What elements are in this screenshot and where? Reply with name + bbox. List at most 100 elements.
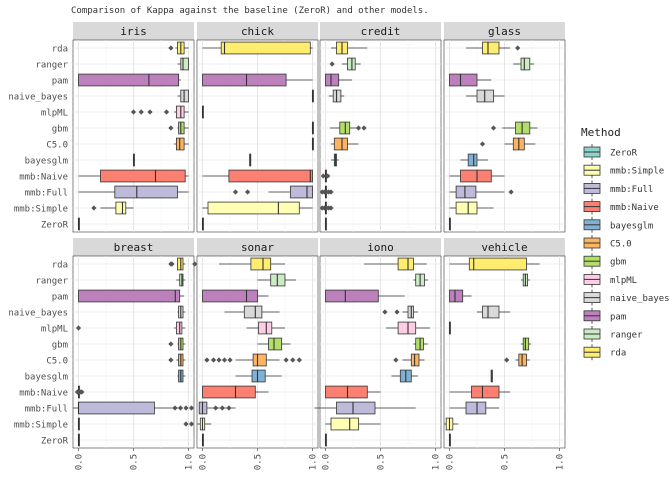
box-rect [258, 321, 273, 335]
panel-strip [197, 238, 318, 256]
panel-chick: chick [196, 22, 319, 233]
box-mmb:Naive [449, 169, 505, 183]
outlier-point [296, 357, 302, 363]
outlier-point [328, 205, 334, 211]
box-ranger [521, 273, 530, 287]
box-rect [482, 305, 500, 319]
x-tick-label: 0.5 [501, 454, 511, 470]
y-tick-label: pam [52, 77, 68, 87]
box-pam [78, 73, 181, 87]
outlier-point [290, 357, 296, 363]
y-tick-label: gbm [52, 341, 68, 351]
y-tick-label: mlpML [41, 109, 68, 119]
box-mmb:Simple [444, 417, 459, 431]
y-tick-label: gbm [52, 125, 68, 135]
box-rect [336, 401, 376, 415]
outlier-point [177, 405, 184, 411]
outlier-point [320, 173, 326, 179]
box-gbm [168, 337, 186, 351]
box-mlpML [386, 321, 430, 335]
box-naive_bayes [177, 305, 186, 319]
box-rect [202, 73, 287, 87]
box-mlpML [201, 105, 204, 119]
outlier-point [138, 109, 144, 115]
outlier-point [329, 61, 335, 67]
box-rect [397, 321, 417, 335]
box-ZeroR [201, 433, 204, 447]
y-tick-label: mmb:Naive [19, 389, 68, 399]
box-rect [518, 353, 527, 367]
y-tick-label: rda [52, 45, 68, 55]
box-rect [449, 73, 478, 87]
box-pam [78, 289, 185, 303]
panel-strip [444, 238, 565, 256]
x-tick-label: 0.0 [75, 454, 85, 470]
box-ranger [177, 57, 189, 71]
box-ranger [257, 273, 296, 287]
outlier-point [130, 109, 137, 115]
legend-label: mmb:Full [610, 185, 653, 195]
y-tick-label: ranger [35, 61, 68, 71]
box-C5.0 [479, 137, 536, 151]
panel-strip [320, 22, 441, 40]
box-ranger [513, 57, 535, 71]
outlier-point [75, 325, 82, 331]
outlier-point [226, 405, 232, 411]
box-mlpML [75, 321, 186, 335]
box-naive_bayes [311, 89, 314, 103]
legend-label: ranger [610, 331, 643, 341]
legend-label: C5.0 [610, 240, 632, 250]
panel-strip [444, 22, 565, 40]
box-C5.0 [331, 137, 359, 151]
box-gbm [311, 121, 314, 135]
box-mmb:Simple [202, 201, 313, 215]
box-mmb:Full [314, 401, 416, 415]
legend-item-mmb:Simple: mmb:Simple [583, 162, 664, 179]
legend-label: mlpML [610, 276, 637, 286]
box-mmb:Simple [449, 201, 494, 215]
panel-strip-label: breast [114, 241, 154, 254]
box-C5.0 [174, 137, 189, 151]
box-ZeroR [324, 433, 327, 447]
box-rect [78, 401, 155, 415]
legend-item-rda: rda [583, 344, 626, 361]
box-rect [251, 369, 266, 383]
box-rda [364, 257, 427, 271]
box-mlpML [130, 105, 189, 119]
box-rect [467, 153, 478, 167]
box-rect [325, 385, 368, 399]
box-bayesglm [249, 153, 252, 167]
box-rect [455, 185, 477, 199]
y-tick-label: mlpML [41, 325, 68, 335]
box-mmb:Full [449, 401, 499, 415]
x-tick-label: 0.0 [322, 454, 332, 470]
box-rda [192, 257, 285, 271]
legend-label: gbm [610, 258, 626, 268]
x-tick-label: 1.0 [309, 454, 319, 470]
legend-label: pam [610, 312, 626, 322]
box-rect [270, 273, 286, 287]
box-bayesglm [391, 369, 418, 383]
y-tick-label: ZeroR [41, 221, 69, 231]
box-ranger [176, 273, 186, 287]
outlier-point [172, 405, 178, 411]
box-rect [397, 257, 414, 271]
box-rect [78, 289, 181, 303]
outlier-point [168, 125, 174, 131]
box-pam [449, 289, 472, 303]
box-pam [202, 73, 313, 87]
box-rect [220, 41, 311, 55]
outlier-point [168, 45, 174, 51]
box-rect [455, 201, 478, 215]
box-gbm [257, 337, 291, 351]
box-mmb:Simple [77, 417, 80, 431]
y-tick-label: C5.0 [46, 141, 68, 151]
y-tick-label: bayesglm [25, 373, 68, 383]
box-rect [268, 337, 283, 351]
panel-strip [73, 238, 194, 256]
outlier-point [504, 357, 510, 363]
outlier-point [216, 357, 222, 363]
box-rda [331, 41, 368, 55]
box-pam [325, 289, 405, 303]
box-mmb:Naive [78, 169, 189, 183]
